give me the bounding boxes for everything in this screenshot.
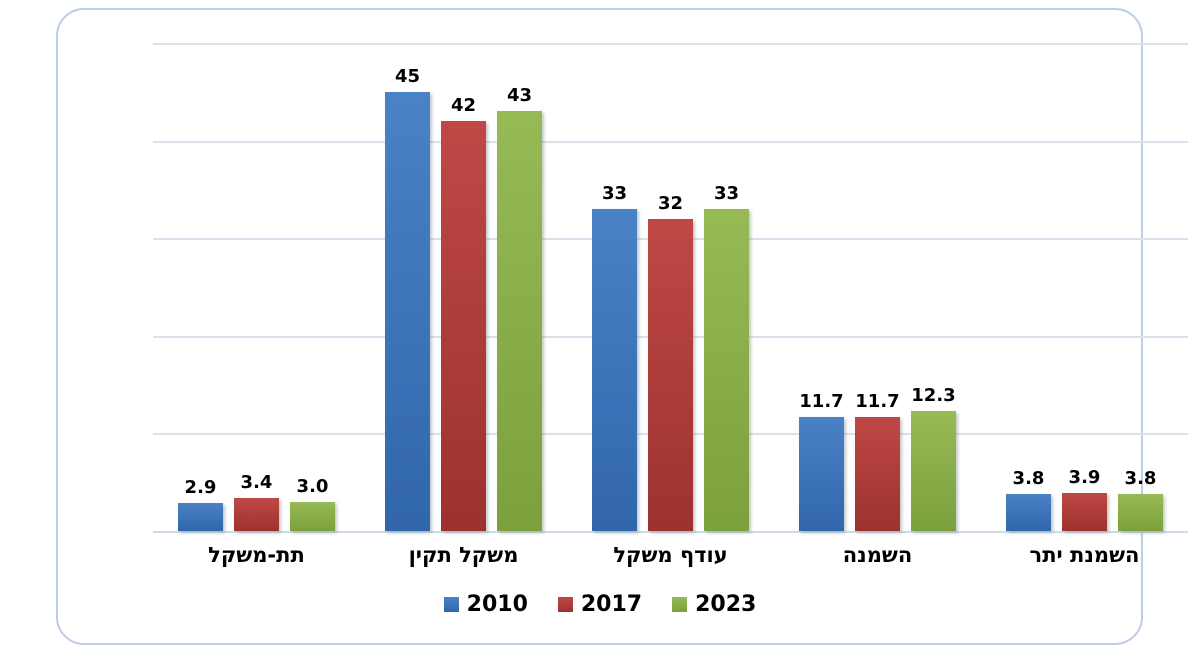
bar-2010 [592, 208, 637, 531]
data-label: 11.7 [799, 390, 844, 412]
gridline [153, 140, 1188, 143]
data-label: 3.0 [296, 475, 329, 497]
category-label: השמנת יתר [1029, 543, 1140, 567]
data-label: 43 [506, 85, 533, 107]
data-label: 3.4 [240, 471, 273, 493]
legend-swatch-icon [672, 597, 688, 612]
bar-slot-2010: 2.9 [178, 43, 223, 531]
bar-2017 [648, 218, 693, 531]
data-label: 2.9 [184, 476, 217, 498]
chart-frame: 2.9 3.4 3.0 45 42 43 33 32 33 11.7 11.7 12.3 3.8 3.9 3… [56, 8, 1188, 645]
data-label: 11.7 [855, 390, 900, 412]
bar-2023 [911, 410, 956, 531]
bar-2010 [1006, 493, 1051, 531]
bar-2010 [385, 91, 430, 531]
bar-2017 [1062, 492, 1107, 531]
bar-slot-2017: 3.9 [1062, 43, 1107, 531]
bar-2023 [497, 111, 542, 531]
bar-group: 2.9 3.4 3.0 [178, 43, 335, 531]
bar-slot-2023: 43 [497, 43, 542, 531]
bar-group: 33 32 33 [592, 43, 749, 531]
category-label: עודף משקל [613, 543, 728, 567]
bar-slot-2010: 3.8 [1006, 43, 1051, 531]
bar-2010 [799, 416, 844, 531]
bar-2023 [1118, 493, 1163, 531]
data-label: 3.8 [1124, 467, 1157, 489]
legend-item-2017: 2017 [557, 592, 643, 617]
bar-groups: 2.9 3.4 3.0 45 42 43 33 32 33 11.7 11.7 12.3 3.8 3.9 3… [153, 43, 1188, 531]
data-label: 12.3 [911, 384, 956, 406]
bar-slot-2017: 42 [441, 43, 486, 531]
bar-2023 [290, 501, 335, 531]
bar-2023 [704, 208, 749, 531]
category-label: משקל תקין [408, 543, 519, 567]
bar-slot-2010: 45 [385, 43, 430, 531]
x-axis-line [153, 531, 1188, 533]
data-label: 3.8 [1012, 467, 1045, 489]
bar-slot-2023: 12.3 [911, 43, 956, 531]
bar-group: 45 42 43 [385, 43, 542, 531]
legend-label: 2017 [580, 592, 643, 617]
bar-slot-2023: 3.0 [290, 43, 335, 531]
data-label: 3.9 [1068, 466, 1101, 488]
data-label: 32 [657, 192, 684, 214]
legend-swatch-icon [557, 597, 573, 612]
plot-area: 2.9 3.4 3.0 45 42 43 33 32 33 11.7 11.7 12.3 3.8 3.9 3… [153, 43, 1188, 533]
data-label: 33 [601, 182, 628, 204]
bar-slot-2017: 11.7 [855, 43, 900, 531]
bar-group: 11.7 11.7 12.3 [799, 43, 956, 531]
data-label: 45 [394, 65, 421, 87]
bar-2017 [441, 121, 486, 531]
data-label: 33 [713, 182, 740, 204]
legend-item-2023: 2023 [672, 592, 756, 617]
bar-slot-2017: 3.4 [234, 43, 279, 531]
gridline [153, 43, 1188, 45]
legend-label: 2010 [466, 592, 528, 617]
legend: 2010 2017 2023 [0, 592, 1200, 617]
legend-label: 2023 [695, 592, 757, 617]
bar-2017 [855, 416, 900, 531]
data-label: 42 [450, 95, 477, 117]
bar-slot-2010: 11.7 [799, 43, 844, 531]
bar-group: 3.8 3.9 3.8 [1006, 43, 1163, 531]
category-label: תת-משקל [208, 543, 305, 567]
bar-slot-2023: 3.8 [1118, 43, 1163, 531]
bar-slot-2017: 32 [648, 43, 693, 531]
bar-2017 [234, 497, 279, 531]
category-axis: תת-משקל משקל תקין עודף משקל השמנה השמנת יתר [153, 543, 1188, 567]
category-label: השמנה [842, 543, 913, 567]
bar-slot-2023: 33 [704, 43, 749, 531]
bar-2010 [178, 502, 223, 531]
legend-item-2010: 2010 [443, 592, 528, 617]
legend-swatch-icon [443, 597, 459, 612]
bar-slot-2010: 33 [592, 43, 637, 531]
